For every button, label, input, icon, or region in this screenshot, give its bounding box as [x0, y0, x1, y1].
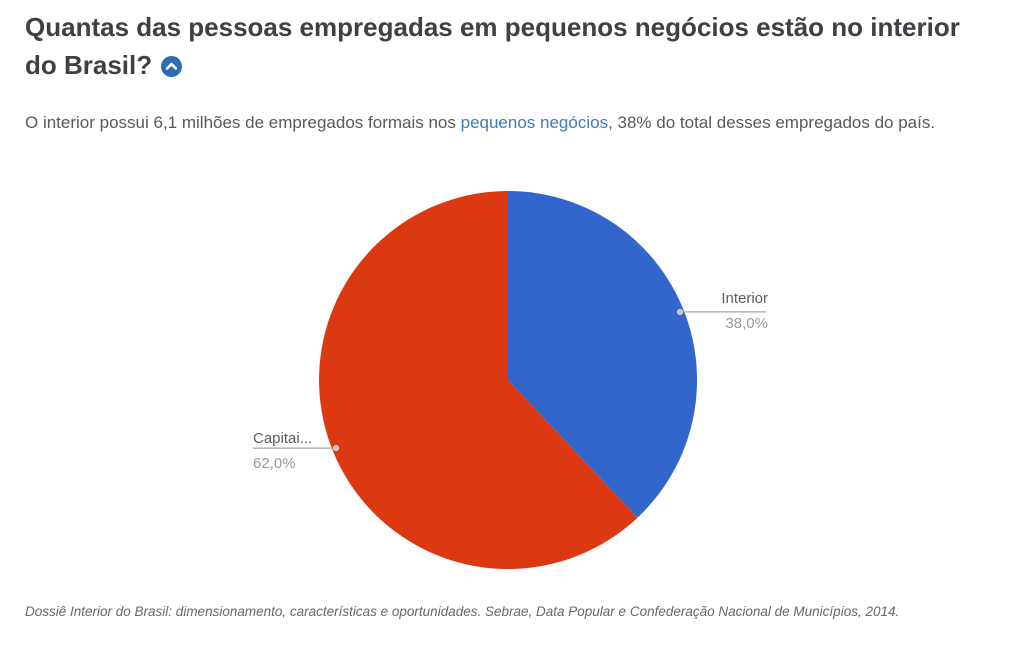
- pie-label-capitais-name: Capitai...: [253, 430, 313, 447]
- leader-dot: [676, 308, 684, 316]
- pie-label-interior: Interior 38,0%: [710, 291, 768, 332]
- pequenos-negocios-link[interactable]: pequenos negócios: [460, 113, 609, 132]
- pie-label-interior-value: 38,0%: [725, 315, 768, 332]
- chevron-up-circle-icon[interactable]: [161, 56, 183, 77]
- pie-slice-capitai[interactable]: [319, 191, 638, 569]
- article-page: Quantas das pessoas empregadas em pequen…: [0, 8, 1024, 619]
- pie-label-interior-name: Interior: [721, 290, 768, 307]
- pie-label-capitais: Capitai... 62,0%: [253, 431, 339, 472]
- leader-dot: [332, 444, 340, 452]
- pie-slice-interior[interactable]: [508, 191, 698, 518]
- source-note: Dossiê Interior do Brasil: dimensionamen…: [25, 604, 900, 619]
- pie-chart: Interior 38,0% Capitai... 62,0%: [0, 149, 1024, 589]
- pie-label-capitais-value: 62,0%: [253, 455, 296, 472]
- intro-text-after: , 38% do total desses empregados do país…: [608, 113, 936, 132]
- page-title: Quantas das pessoas empregadas em pequen…: [25, 8, 996, 84]
- intro-paragraph: O interior possui 6,1 milhões de emprega…: [25, 109, 990, 137]
- page-title-text: Quantas das pessoas empregadas em pequen…: [25, 12, 960, 80]
- pie-chart-svg: [253, 191, 766, 569]
- intro-text-before: O interior possui 6,1 milhões de emprega…: [25, 113, 461, 132]
